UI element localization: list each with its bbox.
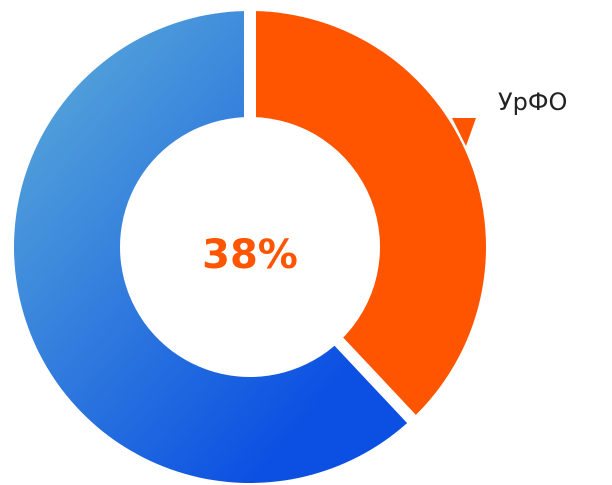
donut bbox=[13, 9, 486, 483]
label-pointer bbox=[452, 118, 476, 146]
category-label: УрФО bbox=[498, 88, 567, 116]
segment bbox=[13, 11, 412, 483]
separator bbox=[333, 336, 418, 425]
value-label: 38% bbox=[202, 232, 298, 278]
segment bbox=[250, 11, 486, 420]
